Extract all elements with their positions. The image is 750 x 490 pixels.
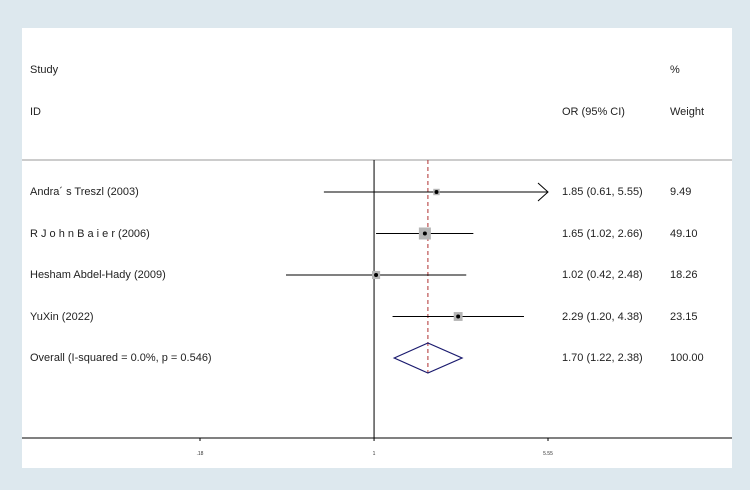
- percent-column-header: %: [670, 64, 680, 76]
- x-tick-label: 5.55: [543, 451, 553, 457]
- study-point-estimate: [422, 231, 427, 236]
- study-weight-label: 18.26: [670, 269, 698, 281]
- study-or-ci-label: 1.65 (1.02, 2.66): [562, 227, 643, 240]
- or-ci-column-header: OR (95% CI): [562, 106, 625, 118]
- study-weight-label: 23.15: [670, 310, 698, 323]
- study-or-ci-label: 1.85 (0.61, 5.55): [562, 186, 643, 198]
- study-point-estimate: [374, 273, 379, 277]
- id-column-header: ID: [30, 106, 41, 118]
- overall-label: Overall (I-squared = 0.0%, p = 0.546): [30, 352, 212, 364]
- study-weight-label: 49.10: [670, 227, 698, 240]
- study-ci-arrow: [537, 182, 549, 202]
- study-column-header: Study: [30, 64, 59, 76]
- x-tick-label: 1: [373, 451, 376, 457]
- overall-weight-label: 100.00: [670, 352, 704, 364]
- x-tick-label: .18: [197, 451, 204, 457]
- study-or-ci-label: 1.02 (0.42, 2.48): [562, 269, 643, 281]
- weight-column-header: Weight: [670, 106, 705, 118]
- forest-plot-panel: Study ID OR (95% CI) % Weight Andra´ s T…: [22, 28, 732, 468]
- overall-diamond: [392, 342, 464, 374]
- study-point-estimate: [456, 314, 461, 319]
- study-name-label: Hesham Abdel-Hady (2009): [30, 269, 166, 281]
- study-weight-label: 9.49: [670, 186, 692, 198]
- forest-plot-chart: .18 1 5.55: [22, 159, 732, 457]
- study-or-ci-label: 2.29 (1.20, 4.38): [562, 310, 643, 323]
- study-point-estimate: [434, 190, 439, 194]
- study-name-label: R J o h n B a i e r (2006): [30, 227, 150, 240]
- study-name-label: YuXin (2022): [30, 310, 94, 323]
- overall-or-ci-label: 1.70 (1.22, 2.38): [562, 352, 643, 364]
- study-name-label: Andra´ s Treszl (2003): [30, 186, 139, 198]
